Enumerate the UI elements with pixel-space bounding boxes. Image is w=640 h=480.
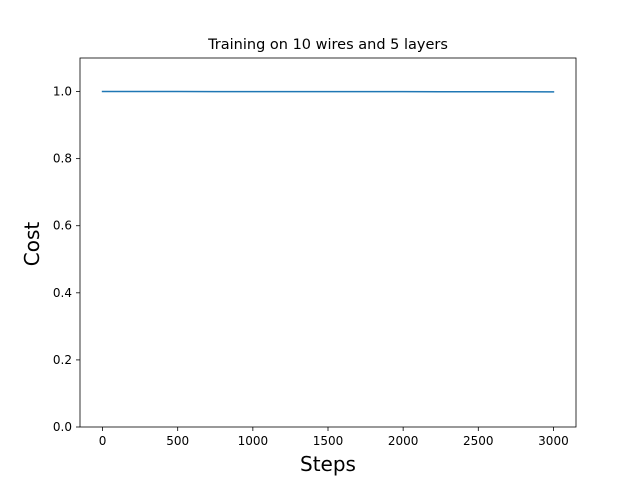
x-tick-label: 1500: [313, 434, 344, 448]
y-tick-label: 0.6: [53, 219, 72, 233]
y-axis-label: Cost: [20, 222, 44, 267]
x-tick-label: 2000: [388, 434, 419, 448]
x-axis-label: Steps: [300, 452, 356, 476]
chart-title: Training on 10 wires and 5 layers: [207, 37, 448, 53]
x-tick-label: 500: [166, 434, 189, 448]
y-tick-label: 0.8: [53, 152, 72, 166]
y-tick-label: 0.0: [53, 420, 72, 434]
x-tick-label: 3000: [538, 434, 569, 448]
y-tick-label: 1.0: [53, 85, 72, 99]
plot-area: 0 500 1000 1500 2000 2500 3000 0.0 0.2 0.4 0.6 0.8 1…: [53, 57, 577, 448]
x-tick-label: 0: [99, 434, 107, 448]
x-tick-label: 2500: [463, 434, 494, 448]
y-tick-label: 0.2: [53, 353, 72, 367]
y-tick-label: 0.4: [53, 286, 72, 300]
x-tick-label: 1000: [238, 434, 269, 448]
